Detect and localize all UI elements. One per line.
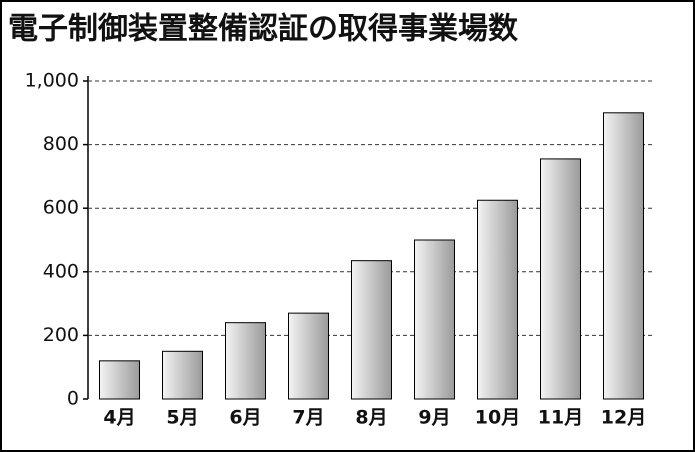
x-tick-label: 12月 xyxy=(601,407,646,429)
y-tick-label: 1,000 xyxy=(25,70,79,92)
y-tick-label: 0 xyxy=(67,388,79,410)
x-tick-label: 10月 xyxy=(475,407,520,429)
y-tick-label: 800 xyxy=(43,133,79,155)
bar xyxy=(477,199,518,400)
bar xyxy=(603,112,644,400)
x-tick-label: 5月 xyxy=(166,407,198,429)
bar xyxy=(414,239,455,400)
bar xyxy=(162,350,203,400)
bar xyxy=(351,260,392,400)
chart-title: 電子制御装置整備認証の取得事業場数 xyxy=(8,12,519,47)
x-tick-label: 9月 xyxy=(418,407,450,429)
bar xyxy=(99,360,140,400)
x-tick-label: 4月 xyxy=(103,407,135,429)
x-tick-label: 11月 xyxy=(538,407,583,429)
y-tick-label: 200 xyxy=(43,324,79,346)
x-tick-label: 8月 xyxy=(355,407,387,429)
bar xyxy=(288,312,329,400)
y-tick-label: 600 xyxy=(43,197,79,219)
bar xyxy=(540,158,581,400)
x-tick-label: 7月 xyxy=(292,407,324,429)
x-tick-label: 6月 xyxy=(229,407,261,429)
bar xyxy=(225,322,266,400)
y-tick-label: 400 xyxy=(43,260,79,282)
